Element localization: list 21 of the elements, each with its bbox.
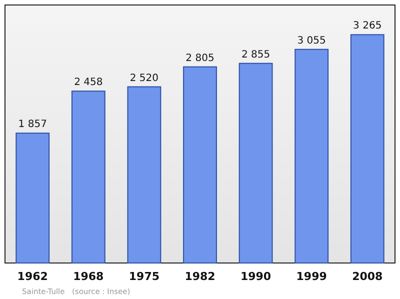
bar: [238, 62, 273, 264]
x-tick-label: 1968: [73, 270, 104, 283]
x-tick-label: 1982: [184, 270, 216, 283]
data-label: 2 520: [130, 72, 159, 84]
x-tick-label: 1990: [240, 270, 272, 283]
data-label: 2 855: [241, 49, 270, 60]
x-tick-label: 2008: [352, 270, 383, 283]
data-label: 2 805: [186, 52, 214, 64]
bar: [350, 34, 384, 264]
data-label: 2 458: [74, 77, 103, 88]
bar: [127, 86, 162, 264]
x-tick-label: 1975: [128, 270, 160, 283]
data-label: 1 857: [18, 119, 47, 130]
data-label: 3 055: [297, 35, 326, 46]
bar: [71, 90, 106, 264]
data-label: 3 265: [353, 20, 382, 32]
bar: [294, 48, 329, 264]
bar: [183, 66, 217, 264]
x-tick-label: 1962: [17, 270, 48, 283]
x-tick-label: 1999: [296, 270, 327, 283]
bar: [16, 132, 50, 264]
